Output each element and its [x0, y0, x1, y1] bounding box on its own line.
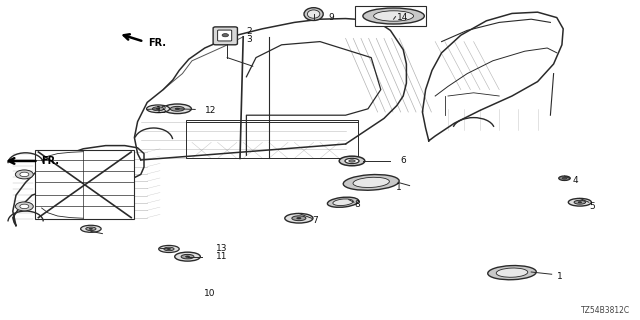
Ellipse shape — [181, 254, 194, 259]
Ellipse shape — [81, 225, 101, 232]
Circle shape — [20, 172, 29, 177]
Text: 1: 1 — [557, 272, 563, 281]
Bar — [186, 120, 358, 158]
Ellipse shape — [328, 197, 358, 207]
FancyBboxPatch shape — [218, 30, 232, 41]
Text: 7: 7 — [312, 216, 318, 225]
Ellipse shape — [163, 104, 191, 114]
Circle shape — [20, 204, 29, 209]
Text: 10: 10 — [204, 289, 215, 298]
Text: 2: 2 — [246, 28, 252, 36]
Ellipse shape — [186, 256, 189, 257]
Ellipse shape — [159, 245, 179, 252]
Ellipse shape — [168, 248, 170, 250]
Ellipse shape — [292, 216, 306, 221]
Circle shape — [15, 202, 33, 211]
Text: 9: 9 — [328, 13, 334, 22]
Ellipse shape — [578, 202, 582, 203]
Ellipse shape — [307, 10, 320, 18]
Text: 13: 13 — [216, 244, 228, 253]
Ellipse shape — [345, 158, 359, 164]
Text: 5: 5 — [589, 202, 595, 211]
Text: 4: 4 — [573, 176, 579, 185]
Text: 12: 12 — [205, 106, 216, 115]
Ellipse shape — [147, 105, 170, 113]
Text: 1: 1 — [396, 183, 401, 192]
Ellipse shape — [175, 252, 200, 261]
Ellipse shape — [285, 213, 313, 223]
Ellipse shape — [353, 177, 389, 188]
Text: FR.: FR. — [42, 156, 60, 166]
Ellipse shape — [90, 228, 92, 229]
Ellipse shape — [349, 160, 355, 162]
Circle shape — [15, 170, 33, 179]
FancyBboxPatch shape — [213, 27, 237, 45]
Ellipse shape — [343, 174, 399, 190]
Ellipse shape — [374, 11, 413, 21]
Ellipse shape — [574, 200, 586, 204]
Ellipse shape — [568, 198, 591, 206]
Bar — [35, 150, 134, 219]
Ellipse shape — [333, 199, 353, 205]
Ellipse shape — [156, 108, 160, 109]
Ellipse shape — [562, 177, 567, 179]
Bar — [355, 6, 426, 26]
Text: 8: 8 — [355, 200, 360, 209]
Ellipse shape — [304, 8, 323, 20]
Text: 3: 3 — [246, 35, 252, 44]
Ellipse shape — [297, 218, 301, 219]
Ellipse shape — [170, 106, 184, 111]
Ellipse shape — [152, 107, 164, 111]
Circle shape — [222, 34, 228, 37]
Ellipse shape — [496, 268, 528, 277]
Ellipse shape — [175, 108, 179, 109]
Ellipse shape — [488, 266, 536, 280]
Text: 13: 13 — [156, 106, 168, 115]
Ellipse shape — [339, 156, 365, 166]
Text: TZ54B3812C: TZ54B3812C — [581, 306, 630, 315]
Text: 14: 14 — [397, 13, 408, 22]
Ellipse shape — [363, 8, 424, 24]
Text: FR.: FR. — [148, 38, 166, 48]
Ellipse shape — [164, 247, 174, 251]
Ellipse shape — [559, 176, 570, 180]
Text: 6: 6 — [400, 156, 406, 165]
Ellipse shape — [86, 227, 96, 230]
Text: 11: 11 — [216, 252, 228, 261]
